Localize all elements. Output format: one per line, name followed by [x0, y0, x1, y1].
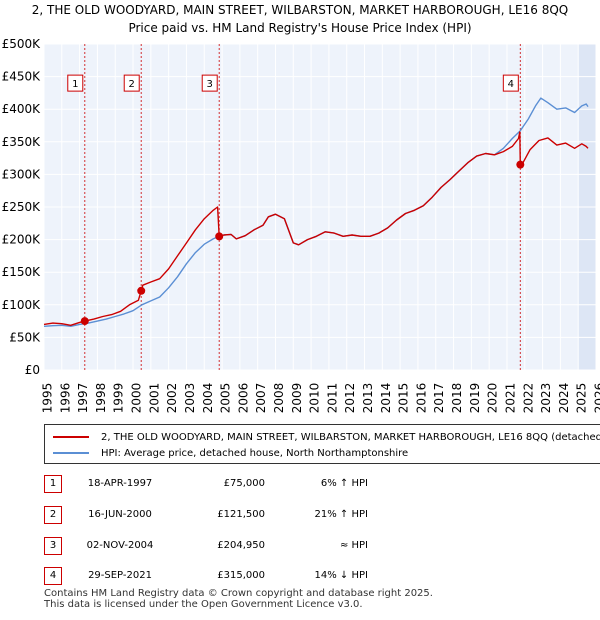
x-tick-label: 2021 — [503, 383, 517, 414]
x-tick-label: 2024 — [557, 383, 571, 414]
y-tick-label: £400K — [2, 102, 42, 116]
table-row: 4 29-SEP-2021 £315,000 14% ↓ HPI — [0, 567, 600, 587]
sale-number-box — [502, 74, 519, 92]
x-tick-label: 2004 — [201, 383, 215, 414]
transaction-number-badge: 1 — [44, 475, 62, 493]
x-tick-label: 2005 — [219, 383, 233, 414]
transaction-date: 02-NOV-2004 — [86, 540, 154, 551]
x-tick-label: 2001 — [147, 383, 161, 414]
y-tick-label: £0 — [25, 363, 40, 377]
x-tick-label: 2023 — [539, 383, 553, 414]
x-tick-label: 2006 — [236, 383, 250, 414]
x-tick-label: 2003 — [183, 383, 197, 414]
x-tick-label: 2012 — [343, 383, 357, 414]
x-tick-label: 2002 — [165, 383, 179, 414]
legend-item-property: 2, THE OLD WOODYARD, MAIN STREET, WILBAR… — [53, 430, 600, 444]
sale-point — [80, 317, 89, 326]
x-tick-label: 2022 — [521, 383, 535, 414]
transaction-price: £75,000 — [223, 478, 265, 489]
transaction-price: £204,950 — [217, 540, 265, 551]
chart-title-line1: 2, THE OLD WOODYARD, MAIN STREET, WILBAR… — [31, 3, 569, 17]
transaction-date: 16-JUN-2000 — [88, 509, 152, 520]
y-tick-label: £50K — [9, 330, 41, 344]
sale-point — [137, 286, 146, 295]
sale-number-box — [201, 74, 218, 92]
x-tick-label: 1995 — [41, 383, 55, 414]
sale-number-label: 4 — [508, 79, 514, 90]
x-tick-label: 1997 — [76, 383, 90, 414]
sale-point — [516, 160, 525, 169]
x-tick-label: 2014 — [379, 383, 393, 414]
x-tick-label: 2010 — [308, 383, 322, 414]
sale-number-label: 1 — [72, 79, 78, 90]
x-tick-label: 2026 — [593, 383, 600, 414]
chart-legend: 2, THE OLD WOODYARD, MAIN STREET, WILBAR… — [44, 424, 600, 464]
transaction-date: 18-APR-1997 — [87, 478, 153, 489]
transaction-price: £315,000 — [217, 570, 265, 581]
table-row: 2 16-JUN-2000 £121,500 21% ↑ HPI — [0, 506, 600, 526]
price-chart: 1 2 3 4 £0 £50K £100K £150K £200K £250K £300K £350… — [2, 37, 600, 414]
transaction-number-badge: 4 — [44, 567, 62, 585]
sale-points — [80, 160, 525, 326]
x-tick-label: 2015 — [397, 383, 411, 414]
y-tick-label: £200K — [2, 233, 42, 247]
table-row: 3 02-NOV-2004 £204,950 ≈ HPI — [0, 537, 600, 557]
y-tick-label: £450K — [2, 70, 42, 84]
x-tick-label: 1998 — [94, 383, 108, 414]
transaction-hpi-diff: 6% ↑ HPI — [320, 478, 368, 489]
x-tick-label: 2007 — [254, 383, 268, 414]
legend-item-hpi: HPI: Average price, detached house, Nort… — [53, 446, 408, 460]
legend-label-hpi: HPI: Average price, detached house, Nort… — [101, 447, 409, 459]
x-tick-label: 2011 — [325, 383, 339, 414]
y-tick-label: £350K — [2, 135, 42, 149]
sale-point — [215, 232, 224, 241]
transaction-number-badge: 3 — [44, 537, 62, 555]
transaction-hpi-diff: 21% ↑ HPI — [314, 509, 368, 520]
y-axis-ticks: £0 £50K £100K £150K £200K £250K £300K £350K £400… — [2, 37, 42, 377]
table-row: 1 18-APR-1997 £75,000 6% ↑ HPI — [0, 475, 600, 495]
sale-number-label: 2 — [129, 79, 135, 90]
chart-title-line2: Price paid vs. HM Land Registry's House … — [128, 21, 472, 35]
y-tick-label: £500K — [2, 37, 42, 51]
transaction-date: 29-SEP-2021 — [88, 570, 152, 581]
sale-number-box — [67, 74, 84, 92]
x-tick-label: 2013 — [361, 383, 375, 414]
x-tick-label: 2019 — [468, 383, 482, 414]
transaction-price: £121,500 — [217, 509, 265, 520]
y-tick-label: £100K — [2, 298, 42, 312]
sale-number-label: 3 — [207, 79, 213, 90]
transaction-hpi-diff: ≈ HPI — [339, 540, 368, 551]
sale-number-box — [123, 74, 140, 92]
footer-notice: Contains HM Land Registry data © Crown c… — [44, 588, 433, 610]
y-tick-label: £150K — [2, 265, 42, 279]
legend-blue-line — [53, 452, 89, 454]
y-tick-label: £300K — [2, 167, 42, 181]
sale-number-labels: 1 2 3 4 — [67, 74, 519, 92]
grid-lines — [43, 43, 597, 371]
legend-label-property: 2, THE OLD WOODYARD, MAIN STREET, WILBAR… — [101, 431, 600, 443]
footer-line-2: This data is licensed under the Open Gov… — [44, 599, 363, 610]
transaction-number-badge: 2 — [44, 506, 62, 524]
x-axis-ticks: 1995 1996 1997 1998 1999 2000 2001 2002 2003 2004… — [41, 383, 600, 414]
transaction-hpi-diff: 14% ↓ HPI — [314, 570, 368, 581]
x-tick-label: 2017 — [432, 383, 446, 414]
legend-red-line — [53, 436, 89, 438]
x-tick-label: 2020 — [486, 383, 500, 414]
x-tick-label: 2016 — [414, 383, 428, 414]
x-tick-label: 2018 — [450, 383, 464, 414]
x-tick-label: 1999 — [112, 383, 126, 414]
x-tick-label: 1996 — [58, 383, 72, 414]
x-tick-label: 2000 — [130, 383, 144, 414]
x-tick-label: 2009 — [290, 383, 304, 414]
y-tick-label: £250K — [2, 200, 42, 214]
x-tick-label: 2008 — [272, 383, 286, 414]
footer-line-1: Contains HM Land Registry data © Crown c… — [44, 588, 433, 599]
x-tick-label: 2025 — [575, 383, 589, 414]
